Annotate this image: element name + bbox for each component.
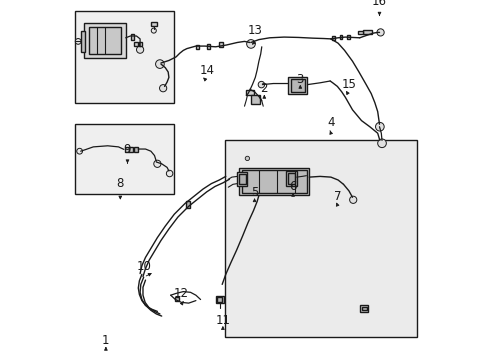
Circle shape — [75, 39, 81, 44]
Circle shape — [155, 60, 164, 68]
Circle shape — [77, 148, 82, 154]
Bar — [241, 170, 306, 193]
Circle shape — [151, 28, 156, 33]
Circle shape — [375, 122, 384, 131]
Text: 13: 13 — [247, 24, 262, 37]
Bar — [339, 35, 342, 39]
Text: 15: 15 — [341, 78, 356, 91]
Bar — [224, 140, 416, 337]
Bar — [84, 23, 125, 58]
Bar — [151, 22, 157, 26]
Bar — [359, 305, 367, 312]
Circle shape — [376, 29, 384, 36]
Bar — [75, 124, 174, 194]
Text: 5: 5 — [250, 186, 258, 199]
Bar — [217, 297, 222, 302]
Text: 6: 6 — [289, 180, 296, 193]
Bar — [250, 95, 260, 104]
Text: 2: 2 — [260, 82, 267, 95]
Bar — [206, 44, 210, 49]
Bar — [196, 45, 199, 49]
Bar — [361, 307, 366, 310]
Circle shape — [153, 160, 161, 167]
Bar — [287, 77, 307, 94]
Bar — [175, 297, 178, 301]
Bar — [237, 172, 247, 186]
Bar — [362, 30, 371, 34]
Bar — [186, 201, 190, 208]
Bar — [287, 173, 294, 184]
Bar — [246, 90, 253, 95]
Bar — [139, 42, 142, 46]
Bar — [75, 11, 174, 103]
Bar — [89, 27, 121, 54]
Circle shape — [136, 46, 143, 53]
Bar — [129, 147, 133, 152]
Circle shape — [166, 170, 172, 177]
Text: 11: 11 — [215, 314, 230, 327]
Circle shape — [244, 156, 249, 161]
Bar — [332, 36, 335, 40]
Bar — [125, 147, 128, 152]
Text: 9: 9 — [123, 143, 131, 156]
Bar — [239, 174, 245, 184]
Text: 14: 14 — [199, 64, 214, 77]
Bar — [131, 34, 134, 40]
Bar — [219, 42, 223, 47]
Bar — [290, 79, 305, 92]
Text: 16: 16 — [371, 0, 386, 8]
Bar — [134, 42, 137, 46]
Bar — [347, 35, 349, 39]
Bar — [133, 147, 138, 152]
Text: 3: 3 — [296, 73, 304, 86]
Bar — [215, 296, 223, 303]
Circle shape — [258, 81, 264, 88]
Bar — [81, 31, 85, 52]
Text: 4: 4 — [326, 116, 334, 129]
Text: 7: 7 — [334, 190, 341, 203]
Bar — [239, 168, 309, 195]
Circle shape — [377, 139, 386, 148]
Circle shape — [159, 85, 166, 92]
Circle shape — [349, 196, 356, 203]
Text: 10: 10 — [136, 260, 151, 273]
Circle shape — [246, 40, 255, 48]
Bar — [357, 31, 362, 34]
Bar — [285, 171, 296, 186]
Text: 8: 8 — [116, 177, 124, 190]
Text: 1: 1 — [102, 334, 109, 347]
Text: 12: 12 — [174, 287, 189, 300]
